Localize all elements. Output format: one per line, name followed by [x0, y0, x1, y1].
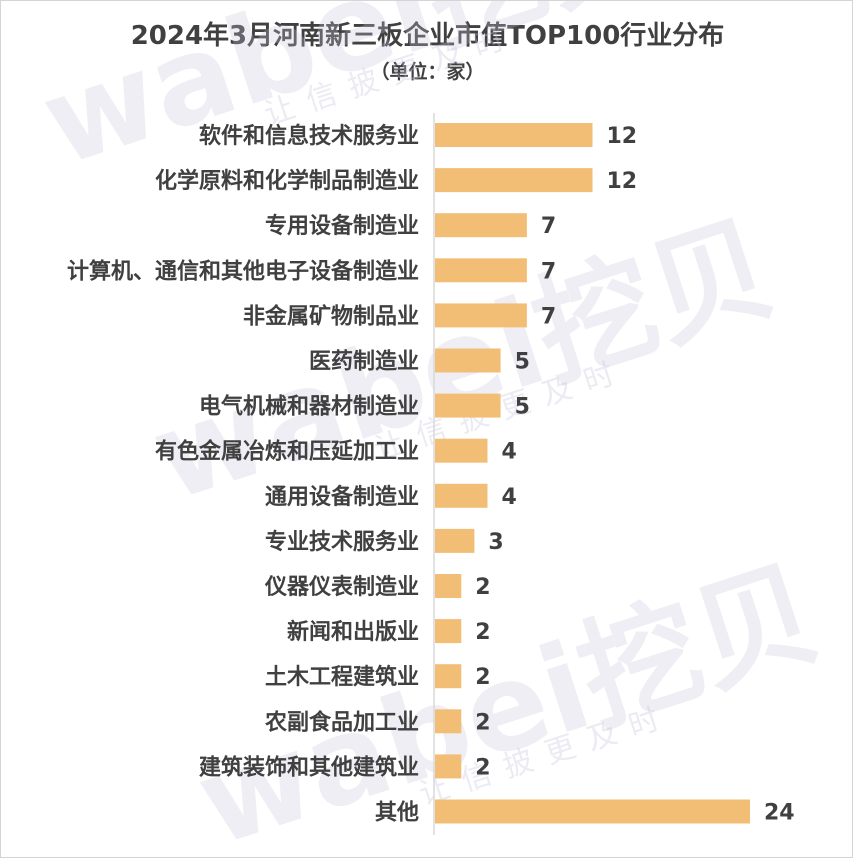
value-label-8: 4: [502, 485, 517, 510]
value-label-0: 12: [607, 124, 638, 149]
value-label-6: 5: [515, 395, 530, 420]
bar-10: [435, 574, 462, 598]
value-label-7: 4: [502, 440, 517, 465]
chart-subtitle: （单位：家）: [370, 61, 485, 83]
category-label-15: 其他: [375, 801, 419, 826]
value-label-9: 3: [488, 530, 503, 555]
value-label-12: 2: [475, 665, 490, 690]
bar-4: [435, 303, 527, 328]
category-label-4: 非金属矿物制品业: [243, 303, 419, 329]
bar-7: [435, 438, 488, 463]
bar-0: [435, 123, 593, 147]
category-label-1: 化学原料和化学制品制造业: [155, 168, 419, 194]
bar-12: [435, 664, 462, 689]
category-labels: 软件和信息技术服务业化学原料和化学制品制造业专用设备制造业计算机、通信和其他电子…: [67, 123, 419, 826]
value-label-4: 7: [541, 304, 556, 329]
category-label-11: 新闻和出版业: [287, 619, 419, 645]
bar-1: [435, 168, 593, 193]
bar-13: [435, 709, 462, 734]
category-label-12: 土木工程建筑业: [265, 664, 419, 690]
bars-group: [435, 123, 750, 824]
bar-9: [435, 528, 475, 553]
value-label-11: 2: [475, 620, 490, 645]
category-label-7: 有色金属冶炼和压延加工业: [155, 439, 419, 465]
category-label-2: 专用设备制造业: [265, 213, 419, 239]
watermark: wabei挖贝让信披更及时wabei挖贝让信披更及时wabei挖贝让信披更及时: [27, 1, 834, 857]
value-label-10: 2: [475, 575, 490, 600]
category-label-8: 通用设备制造业: [265, 484, 419, 510]
bar-5: [435, 348, 501, 373]
value-label-2: 7: [541, 214, 556, 239]
bar-15: [435, 799, 750, 824]
bar-3: [435, 258, 527, 283]
value-label-5: 5: [515, 350, 530, 375]
bar-11: [435, 619, 462, 644]
category-label-5: 医药制造业: [309, 350, 419, 375]
value-label-15: 24: [764, 801, 795, 826]
category-label-0: 软件和信息技术服务业: [199, 123, 419, 149]
category-label-6: 电气机械和器材制造业: [199, 394, 419, 420]
bar-14: [435, 754, 462, 779]
category-label-10: 仪器仪表制造业: [264, 575, 419, 600]
value-label-1: 12: [607, 169, 638, 194]
category-label-13: 农副食品加工业: [264, 709, 419, 735]
bar-6: [435, 393, 501, 418]
bar-8: [435, 483, 488, 508]
value-label-13: 2: [475, 710, 490, 735]
value-label-3: 7: [541, 259, 556, 284]
chart-title: 2024年3月河南新三板企业市值TOP100行业分布: [130, 21, 725, 51]
category-label-9: 专业技术服务业: [265, 529, 419, 555]
category-label-3: 计算机、通信和其他电子设备制造业: [67, 258, 419, 284]
category-label-14: 建筑装饰和其他建筑业: [199, 754, 419, 780]
bar-2: [435, 213, 527, 238]
value-label-14: 2: [475, 755, 490, 780]
